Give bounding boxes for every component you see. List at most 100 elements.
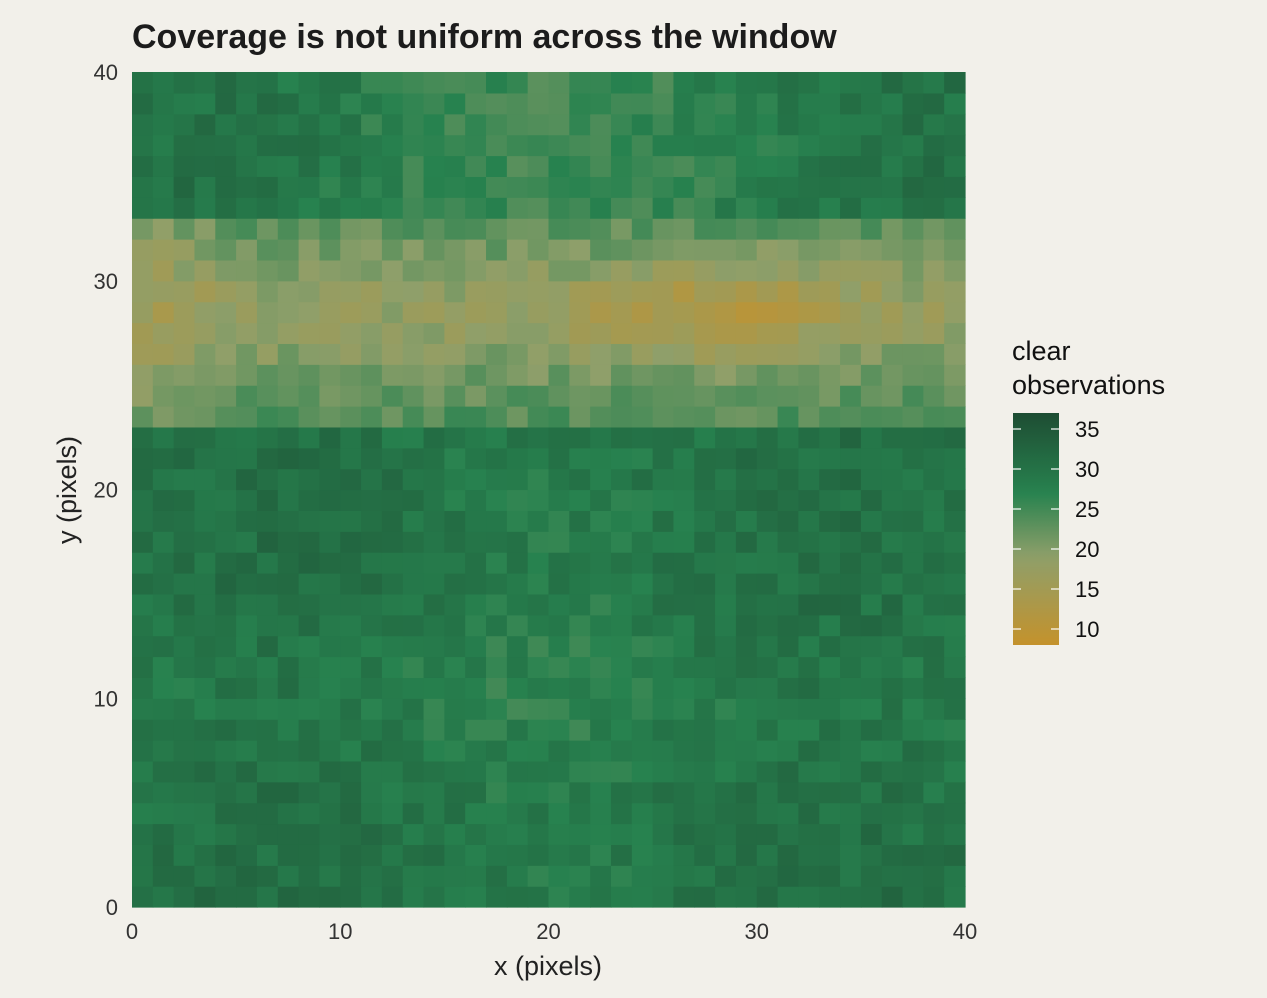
heatmap-cell <box>132 823 154 845</box>
heatmap-cell <box>590 656 612 678</box>
heatmap-cell <box>361 155 383 177</box>
heatmap-cell <box>902 468 924 491</box>
heatmap-cell <box>423 406 445 428</box>
heatmap-cell <box>465 197 487 219</box>
heatmap-cell <box>444 844 466 866</box>
heatmap-cell <box>652 573 675 595</box>
heatmap-cell <box>840 218 862 240</box>
heatmap-cell <box>465 301 487 324</box>
heatmap-cell <box>798 343 820 365</box>
heatmap-cell <box>506 426 529 449</box>
heatmap-cell <box>715 301 737 324</box>
heatmap-cell <box>194 301 216 324</box>
heatmap-cell <box>132 218 154 240</box>
heatmap-cell <box>923 301 945 324</box>
heatmap-cell <box>527 155 550 177</box>
heatmap-cell <box>777 886 799 908</box>
heatmap-cell <box>132 176 154 198</box>
heatmap-cell <box>298 134 321 157</box>
heatmap-cell <box>902 301 924 324</box>
heatmap-cell <box>277 218 300 240</box>
heatmap-cell <box>569 802 591 825</box>
heatmap-cell <box>527 510 550 532</box>
heatmap-cell <box>840 614 862 637</box>
heatmap-cell <box>132 426 154 449</box>
heatmap-cell <box>444 573 466 595</box>
heatmap-cell <box>673 844 695 866</box>
heatmap-cell <box>548 698 570 720</box>
heatmap-cell <box>256 886 279 908</box>
heatmap-cell <box>381 677 404 699</box>
heatmap-cell <box>777 802 799 825</box>
heatmap-cell <box>173 218 196 240</box>
heatmap-cell <box>798 176 820 198</box>
heatmap-cell <box>423 197 445 219</box>
heatmap-cell <box>756 364 779 386</box>
heatmap-cell <box>777 197 799 219</box>
heatmap-cell <box>819 698 841 720</box>
heatmap-cell <box>444 823 466 845</box>
heatmap-cell <box>486 343 508 365</box>
heatmap-cell <box>173 447 196 470</box>
heatmap-cell <box>923 447 945 470</box>
heatmap-cell <box>194 593 216 616</box>
heatmap-cell <box>486 176 508 198</box>
heatmap-cell <box>402 593 425 616</box>
heatmap-cell <box>277 823 300 845</box>
heatmap-cell <box>444 677 466 699</box>
heatmap-cell <box>944 364 966 386</box>
heatmap-cell <box>860 802 883 825</box>
heatmap-cell <box>631 510 654 532</box>
heatmap-cell <box>777 552 799 574</box>
heatmap-cell <box>819 531 841 553</box>
heatmap-cell <box>194 489 216 511</box>
heatmap-cell <box>694 489 716 511</box>
heatmap-cell <box>944 385 966 407</box>
heatmap-cell <box>527 656 550 678</box>
heatmap-cell <box>256 510 279 532</box>
heatmap-cell <box>944 426 966 449</box>
heatmap-cell <box>652 886 675 908</box>
heatmap-cell <box>860 593 883 616</box>
heatmap-cell <box>798 635 820 658</box>
heatmap-cell <box>735 343 758 365</box>
heatmap-cell <box>694 740 716 762</box>
heatmap-cell <box>694 865 716 887</box>
heatmap-cell <box>506 280 529 303</box>
heatmap-cell <box>194 677 216 699</box>
heatmap-cell <box>860 886 883 908</box>
heatmap-cell <box>777 426 799 449</box>
heatmap-cell <box>236 614 258 637</box>
heatmap-cell <box>361 531 383 553</box>
heatmap-cell <box>444 719 466 741</box>
heatmap-cell <box>132 573 154 595</box>
heatmap-cell <box>715 447 737 470</box>
heatmap-cell <box>590 740 612 762</box>
heatmap-cell <box>798 719 820 741</box>
heatmap-cell <box>860 635 883 658</box>
heatmap-cell <box>798 698 820 720</box>
heatmap-cell <box>902 740 924 762</box>
heatmap-cell <box>361 614 383 637</box>
heatmap-cell <box>152 531 175 553</box>
heatmap-cell <box>735 406 758 428</box>
heatmap-cell <box>506 573 529 595</box>
heatmap-cell <box>694 719 716 741</box>
heatmap-cell <box>902 886 924 908</box>
heatmap-cell <box>277 573 300 595</box>
heatmap-cell <box>132 385 154 407</box>
heatmap-cell <box>777 760 799 783</box>
heatmap-cell <box>465 781 487 804</box>
heatmap-cell <box>881 781 904 804</box>
heatmap-cell <box>881 406 904 428</box>
heatmap-cell <box>860 322 883 344</box>
heatmap-cell <box>715 677 737 699</box>
heatmap-cell <box>923 406 945 428</box>
heatmap-cell <box>777 134 799 157</box>
heatmap-cell <box>610 510 633 532</box>
heatmap-cell <box>132 719 154 741</box>
heatmap-cell <box>860 155 883 177</box>
heatmap-cell <box>715 635 737 658</box>
heatmap-cell <box>923 781 945 804</box>
heatmap-cell <box>319 301 341 324</box>
